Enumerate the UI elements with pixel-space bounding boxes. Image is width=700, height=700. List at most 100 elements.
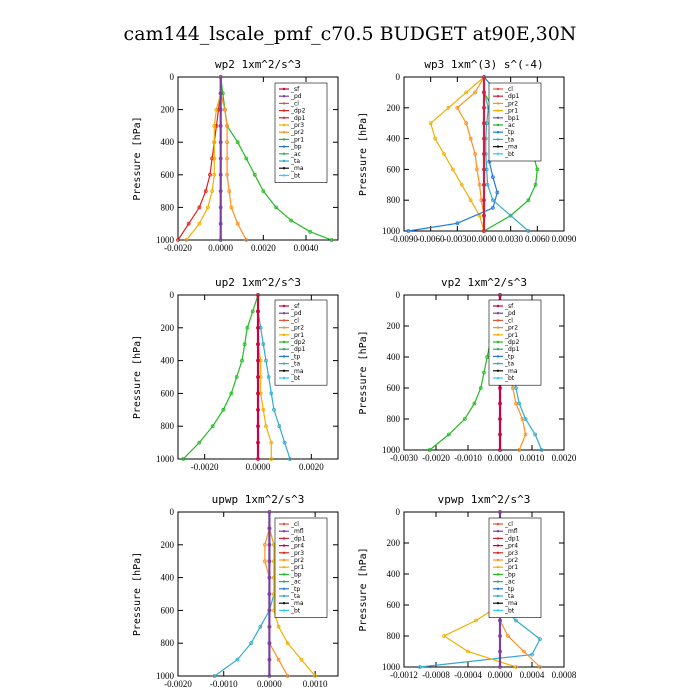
y-tick-label: 400 [387, 352, 401, 362]
series-point [240, 358, 244, 363]
y-tick-label: 800 [161, 638, 175, 648]
legend-label: _sf [504, 303, 514, 310]
x-tick-label: 0.0030 [498, 234, 523, 244]
y-axis-label: Pressure [hPa] [132, 552, 143, 636]
legend-label: _pr1 [504, 108, 518, 115]
legend-label: _pr1 [504, 332, 518, 339]
y-tick-label: 600 [387, 383, 401, 393]
series-line-pr2 [456, 76, 485, 231]
legend-marker [496, 355, 500, 358]
legend-label: _cl [290, 521, 299, 528]
series-point [225, 156, 229, 161]
series-point [490, 175, 495, 180]
series-point [288, 457, 292, 461]
legend-label: _dp1 [504, 535, 520, 542]
y-tick-label: 200 [161, 323, 175, 333]
series-point [533, 432, 538, 437]
y-tick-label: 400 [387, 134, 401, 144]
series-point [406, 229, 411, 233]
legend-label: _tp [504, 353, 514, 360]
y-tick-label: 400 [161, 137, 175, 147]
series-line-pr3 [186, 77, 222, 241]
series-line-pr1 [430, 76, 485, 232]
legend-marker [496, 376, 500, 380]
series-point [225, 140, 229, 145]
series-point [262, 542, 267, 547]
legend-label: _cl [290, 317, 299, 324]
y-tick-label: 800 [161, 421, 175, 431]
series-point [267, 526, 272, 531]
legend-label: _cl [504, 86, 513, 93]
series-point [282, 440, 287, 445]
series-point [514, 665, 518, 669]
series-point [210, 156, 215, 161]
panel-title: wp3 1xm^(3) s^(-4) [424, 58, 543, 71]
legend-label: _ta [504, 136, 514, 143]
x-tick-label: 0.0010 [303, 679, 328, 689]
x-tick-label: -0.0030 [443, 234, 471, 244]
legend-marker [282, 587, 286, 590]
series-point [482, 182, 486, 187]
series-point [466, 649, 470, 654]
series-point [256, 293, 260, 297]
y-tick-label: 600 [387, 164, 401, 174]
y-tick-label: 800 [387, 195, 401, 205]
series-line-pr2 [220, 77, 247, 241]
legend-marker [282, 312, 286, 315]
series-point [482, 136, 486, 141]
legend-label: _ma [290, 368, 304, 375]
series-point [276, 657, 281, 662]
series-point [267, 624, 272, 629]
series-point [329, 238, 334, 242]
x-tick-label: -0.0004 [454, 670, 482, 680]
legend-marker [496, 537, 500, 540]
series-point [256, 358, 260, 363]
series-point [498, 618, 502, 623]
series-point [428, 121, 433, 126]
series-point [495, 190, 500, 195]
legend-label: _ma [290, 165, 304, 172]
legend-marker [496, 138, 500, 141]
series-point [212, 156, 217, 161]
series-point [482, 121, 486, 126]
panel-title: wp2 1xm^2/s^3 [215, 58, 301, 71]
legend-label: _bp [290, 144, 302, 151]
x-tick-label: 0.0000 [488, 453, 513, 463]
x-tick-label: -0.0010 [454, 453, 482, 463]
series-point [210, 424, 215, 429]
series-point [464, 90, 469, 95]
x-tick-label: -0.0012 [390, 670, 418, 680]
series-point [539, 448, 544, 452]
legend-label: _ac [290, 579, 301, 586]
x-tick-label: -0.0020 [422, 453, 450, 463]
series-point [498, 634, 502, 638]
legend-marker [496, 340, 500, 344]
series-point [267, 559, 272, 564]
x-tick-label: 0.0000 [246, 462, 271, 472]
series-point [473, 90, 478, 95]
legend-marker [282, 167, 286, 170]
legend-marker [282, 573, 286, 576]
series-point [533, 182, 538, 187]
legend-marker [282, 522, 286, 526]
series-point [256, 309, 260, 314]
legend-marker [282, 304, 286, 308]
legend-label: _ac [504, 122, 515, 129]
series-point [269, 391, 274, 396]
series-point [272, 407, 276, 412]
legend-label: _mfl [504, 528, 518, 535]
legend-marker [496, 369, 500, 372]
legend-label: _bt [504, 151, 515, 158]
legend-label: _dp2 [290, 339, 306, 346]
legend-marker [496, 530, 500, 533]
x-tick-label: -0.0008 [422, 670, 450, 680]
series-point [244, 156, 249, 161]
y-tick-label: 600 [161, 170, 175, 180]
series-point [285, 674, 290, 678]
legend-marker [282, 109, 286, 112]
series-point [264, 358, 268, 363]
legend-label: _pr4 [504, 543, 518, 550]
legend-marker [282, 319, 286, 322]
legend-label: _ma [504, 600, 518, 607]
series-point [442, 152, 446, 156]
